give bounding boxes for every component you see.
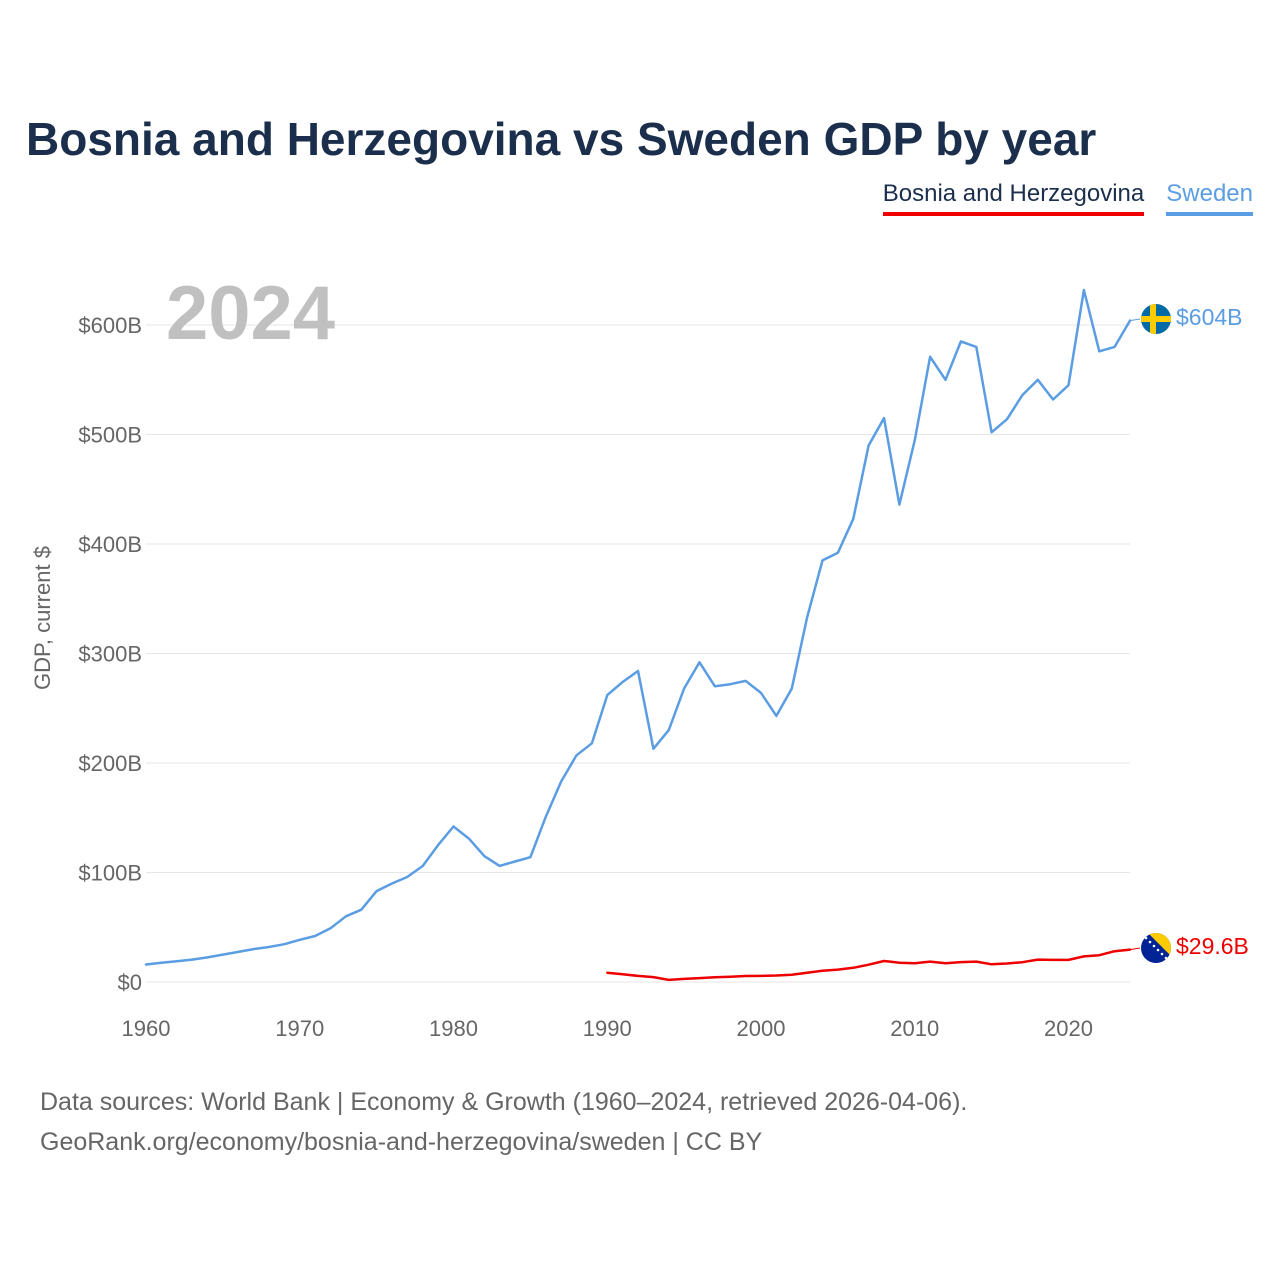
grid-lines	[146, 324, 1130, 983]
connector-bosnia	[1129, 947, 1141, 951]
sweden-flag-icon	[1141, 304, 1171, 334]
y-tick-label: $300B	[78, 642, 142, 667]
end-label-sweden: $604B	[1176, 304, 1243, 330]
legend: Bosnia and Herzegovina Sweden	[882, 180, 1253, 216]
x-tick-label: 1980	[429, 1016, 478, 1041]
y-tick-label: $600B	[78, 313, 142, 338]
footer: Data sources: World Bank | Economy & Gro…	[40, 1082, 967, 1162]
y-tick-label: $500B	[78, 423, 142, 448]
x-tick-label: 2010	[890, 1016, 939, 1041]
chart-title: Bosnia and Herzegovina vs Sweden GDP by …	[26, 113, 1097, 165]
x-tick-label: 1960	[122, 1016, 171, 1041]
y-tick-label: $0	[118, 970, 142, 995]
footer-sources: Data sources: World Bank | Economy & Gro…	[40, 1088, 968, 1116]
connector-sweden	[1129, 318, 1141, 322]
y-tick-label: $400B	[78, 532, 142, 557]
x-tick-label: 2020	[1044, 1016, 1093, 1041]
year-label: 2024	[166, 271, 335, 356]
x-tick-label: 1990	[583, 1016, 632, 1041]
footer-url: GeoRank.org/economy/bosnia-and-herzegovi…	[40, 1128, 763, 1156]
x-tick-label: 2000	[737, 1016, 786, 1041]
series-line-sweden	[144, 288, 1132, 966]
series-group	[144, 288, 1141, 982]
bosnia-flag-icon	[1141, 933, 1171, 963]
y-axis: $0 $100B $200B $300B $400B $500B $600B	[78, 313, 142, 995]
x-tick-label: 1970	[275, 1016, 324, 1041]
legend-item-bosnia[interactable]: Bosnia and Herzegovina	[882, 180, 1145, 216]
x-axis: 1960 1970 1980 1990 2000 2010 2020	[122, 1016, 1093, 1041]
y-tick-label: $200B	[78, 751, 142, 776]
series-line-bosnia	[606, 948, 1132, 982]
y-tick-label: $100B	[78, 861, 142, 886]
end-label-bosnia: $29.6B	[1176, 933, 1249, 959]
y-axis-title: GDP, current $	[30, 546, 55, 690]
legend-item-sweden[interactable]: Sweden	[1166, 180, 1253, 216]
